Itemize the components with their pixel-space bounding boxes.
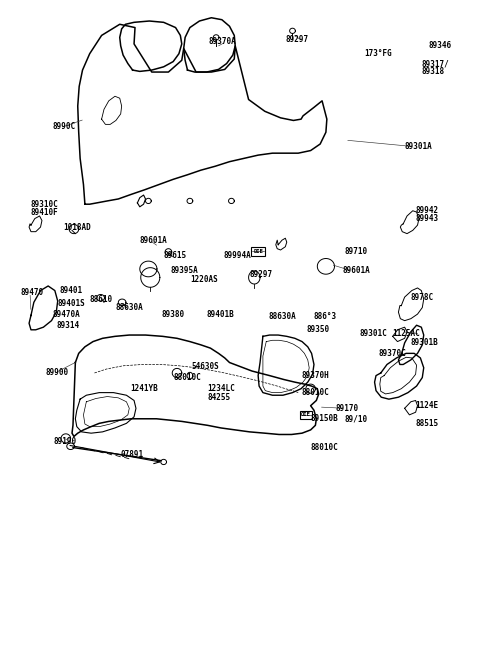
Text: 88010C: 88010C — [311, 443, 338, 452]
Text: 89943: 89943 — [416, 214, 439, 223]
Text: 88010C: 88010C — [301, 388, 329, 397]
Text: 89170: 89170 — [336, 404, 359, 413]
Text: 89301B: 89301B — [411, 338, 439, 348]
Text: 89470: 89470 — [21, 288, 44, 297]
Text: 89346: 89346 — [429, 41, 452, 51]
Text: 89314: 89314 — [56, 321, 79, 330]
Text: 89297: 89297 — [285, 35, 309, 44]
Text: 89401B: 89401B — [206, 309, 234, 319]
Text: 1234LC: 1234LC — [207, 384, 235, 393]
Text: 88515: 88515 — [416, 419, 439, 428]
Text: 89318: 89318 — [421, 67, 444, 76]
Text: 07891: 07891 — [120, 449, 144, 459]
Text: 89310C: 89310C — [30, 200, 58, 209]
Text: 886°3: 886°3 — [314, 312, 337, 321]
Text: 89401: 89401 — [60, 286, 83, 295]
Text: 88630A: 88630A — [269, 312, 296, 321]
Text: 89410F: 89410F — [30, 208, 58, 217]
Text: 89615: 89615 — [164, 251, 187, 260]
Text: 89350: 89350 — [307, 325, 330, 334]
Text: 1124E: 1124E — [416, 401, 439, 410]
Text: 89710: 89710 — [345, 247, 368, 256]
Text: 89994A: 89994A — [223, 251, 251, 260]
Text: 89150B: 89150B — [311, 415, 338, 423]
Text: 89301C: 89301C — [360, 329, 387, 338]
Text: 89301A: 89301A — [405, 142, 432, 151]
Text: 89/10: 89/10 — [345, 415, 368, 423]
Text: 89370H: 89370H — [301, 371, 329, 380]
Text: 89470A: 89470A — [53, 309, 81, 319]
Text: 89380: 89380 — [161, 309, 184, 319]
Text: 89395A: 89395A — [171, 267, 199, 275]
Text: OIE: OIE — [301, 413, 311, 417]
Text: 1220AS: 1220AS — [190, 275, 217, 284]
Text: 89601A: 89601A — [343, 267, 371, 275]
Text: 89401S: 89401S — [58, 299, 85, 308]
Text: 89370A: 89370A — [209, 37, 237, 47]
Text: 89900: 89900 — [45, 369, 69, 378]
Text: DIE: DIE — [253, 249, 263, 254]
Text: 173°FG: 173°FG — [364, 49, 392, 58]
Text: 54630S: 54630S — [192, 362, 219, 371]
Text: 89297: 89297 — [250, 270, 273, 279]
Text: 84255: 84255 — [207, 393, 231, 401]
Text: 1125AC: 1125AC — [393, 329, 420, 338]
Text: 88010C: 88010C — [173, 373, 201, 382]
Text: 8978C: 8978C — [411, 292, 434, 302]
Text: 89601A: 89601A — [140, 236, 168, 244]
Text: 1018AD: 1018AD — [63, 223, 91, 232]
Bar — [252, 247, 265, 256]
Text: 88630A: 88630A — [116, 303, 144, 312]
Text: 89317/: 89317/ — [421, 59, 449, 68]
Text: 8990C: 8990C — [53, 122, 76, 131]
Text: 89370C: 89370C — [378, 349, 406, 358]
Text: 89190: 89190 — [54, 436, 77, 445]
Bar — [300, 411, 312, 419]
Text: 89942: 89942 — [416, 206, 439, 215]
Text: 1241YB: 1241YB — [130, 384, 158, 393]
Text: 88610: 88610 — [90, 294, 113, 304]
